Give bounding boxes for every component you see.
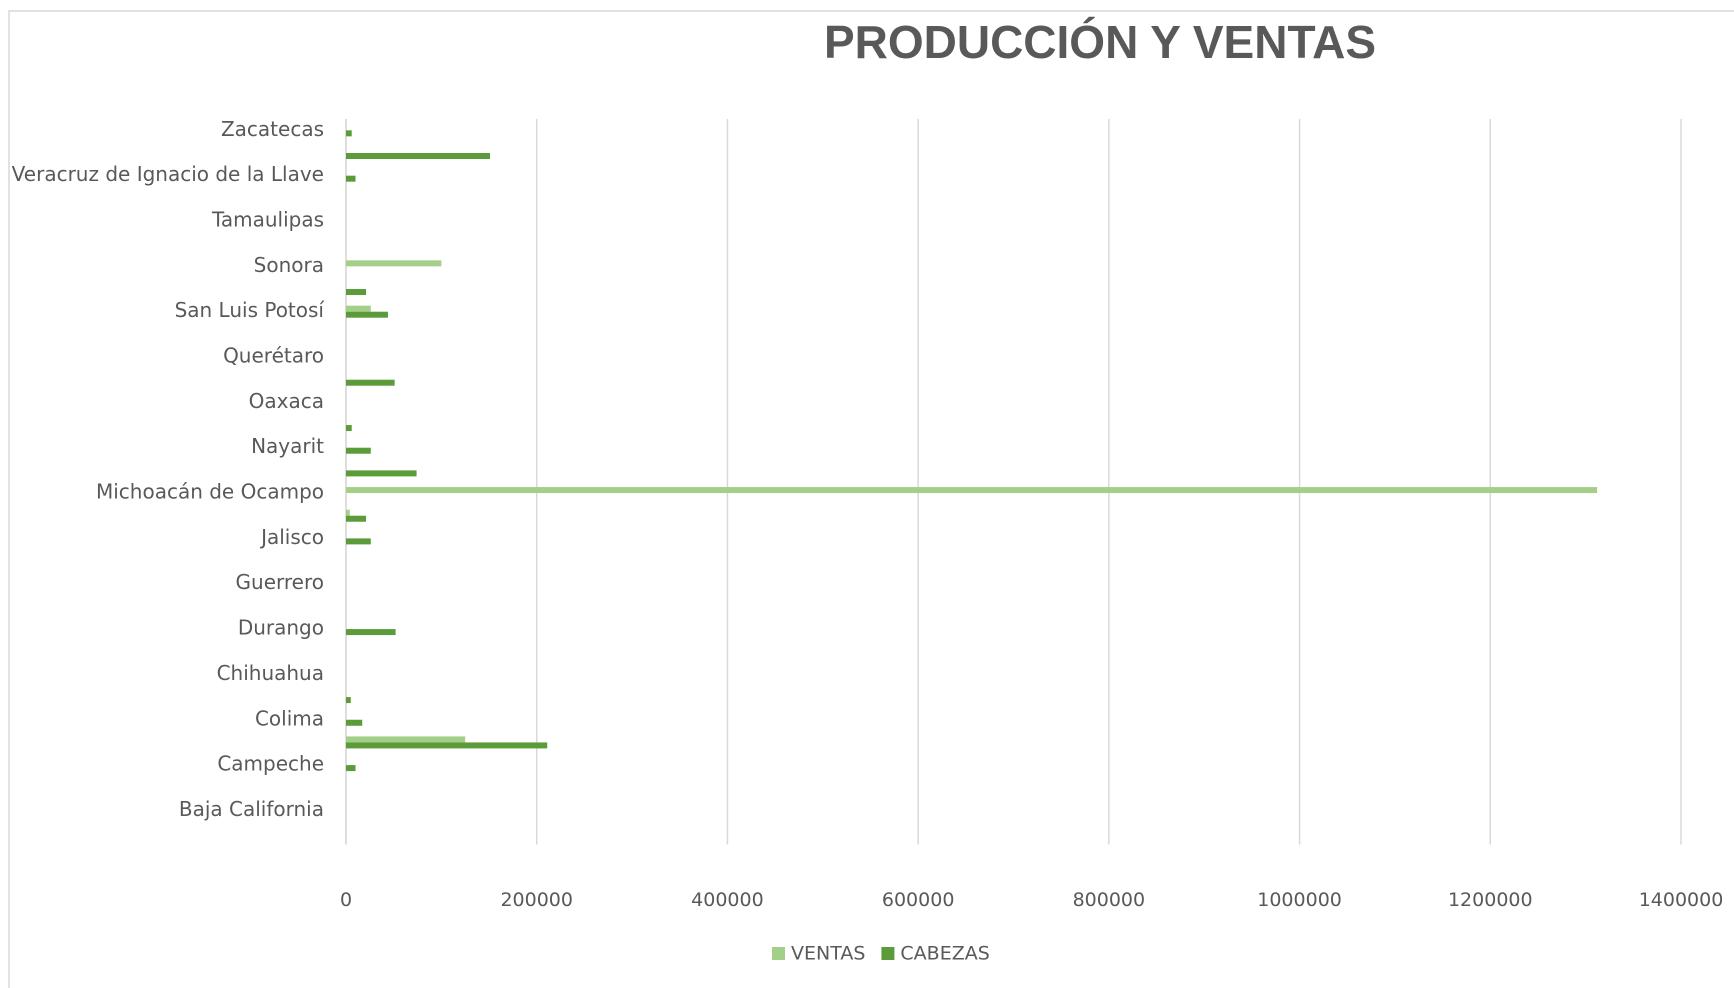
- bar: [346, 765, 356, 772]
- y-tick-label: Oaxaca: [249, 389, 324, 413]
- legend-swatch: [881, 947, 895, 960]
- y-tick-label: San Luis Potosí: [175, 298, 326, 322]
- x-tick-label: 600000: [882, 889, 955, 911]
- y-tick-label: Baja California: [179, 797, 324, 821]
- bar: [346, 425, 352, 432]
- x-tick-label: 1000000: [1257, 889, 1342, 911]
- bar: [346, 130, 352, 137]
- y-tick-label: Durango: [238, 616, 324, 640]
- bar: [346, 487, 1598, 494]
- y-tick-label: Colima: [255, 706, 324, 730]
- legend: VENTAS CABEZAS: [772, 943, 990, 965]
- bar: [346, 538, 371, 545]
- chart-border: [8, 10, 1734, 988]
- legend-label: CABEZAS: [900, 943, 989, 965]
- bar: [346, 470, 417, 477]
- y-tick-label: Campeche: [217, 752, 324, 776]
- legend-label: VENTAS: [791, 943, 865, 965]
- x-tick-label: 400000: [691, 889, 764, 911]
- bar: [346, 260, 442, 267]
- y-tick-label: Jalisco: [259, 525, 324, 549]
- bar: [346, 736, 466, 743]
- chart-title: PRODUCCIÓN Y VENTAS: [824, 16, 1376, 68]
- y-tick-label: Querétaro: [223, 344, 324, 368]
- bar: [346, 515, 367, 522]
- bar: [346, 719, 363, 726]
- x-tick-label: 0: [340, 889, 352, 911]
- bar: [346, 742, 548, 749]
- bar: [346, 379, 395, 386]
- y-tick-label: Veracruz de Ignacio de la Llave: [12, 162, 324, 186]
- y-tick-label: Tamaulipas: [211, 208, 324, 232]
- y-tick-label: Chihuahua: [217, 661, 324, 685]
- x-tick-label: 200000: [500, 889, 573, 911]
- bar: [346, 311, 388, 318]
- x-tick-label: 1400000: [1639, 889, 1724, 911]
- y-tick-label: Guerrero: [236, 570, 324, 594]
- bar: [346, 289, 367, 296]
- bar: [346, 175, 356, 182]
- y-tick-label: Nayarit: [251, 434, 324, 458]
- bar: [346, 305, 371, 312]
- bar: [346, 153, 490, 160]
- x-tick-label: 800000: [1073, 889, 1146, 911]
- bar: [346, 697, 351, 704]
- y-tick-label: Sonora: [254, 253, 324, 277]
- legend-swatch: [772, 947, 785, 960]
- bar: [346, 447, 371, 454]
- y-tick-label: Zacatecas: [221, 117, 324, 141]
- y-tick-label: Michoacán de Ocampo: [96, 480, 324, 504]
- x-tick-label: 1200000: [1448, 889, 1533, 911]
- bar: [346, 509, 350, 516]
- bar: [346, 629, 396, 636]
